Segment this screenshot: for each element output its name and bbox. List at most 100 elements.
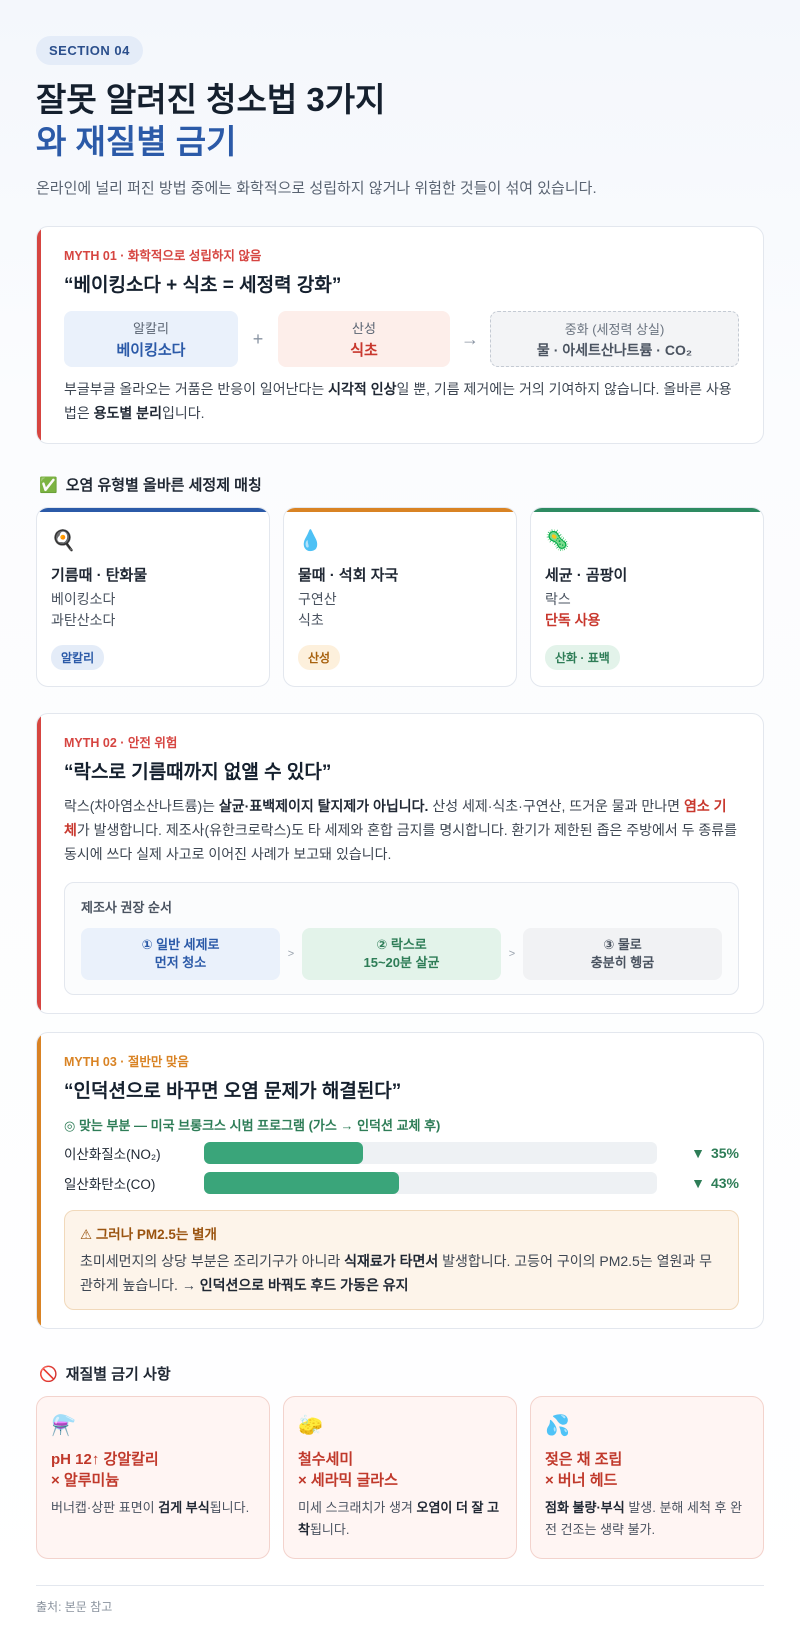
bar-track [204, 1172, 657, 1194]
flow-value: 물 · 아세트산나트륨 · CO₂ [536, 341, 693, 358]
flow-box: 중화 (세정력 상실) 물 · 아세트산나트륨 · CO₂ [490, 311, 739, 367]
materials-grid: ⚗️ pH 12↑ 강알칼리 × 알루미늄 버너캡·상판 표면이 검게 부식됩니다. 🧽… [36, 1396, 764, 1559]
badge: 산화 · 표백 [545, 645, 620, 670]
text-segment: 염소 기체 [64, 798, 727, 838]
icon: 💧 [298, 530, 323, 552]
title-line: 잘못 알려진 청소법 3가지 [36, 81, 386, 118]
text-segment: 락스(차아염소산나트륨)는 [64, 798, 219, 814]
text-segment: 일 뿐, 기름 제거에는 거의 기여하지 않습니다. 올바른 사용법은 [64, 381, 732, 421]
section-pill: SECTION 04 [36, 36, 143, 65]
note: ◎ 맞는 부분 — 미국 브롱크스 시범 프로그램 (가스 → 인덕션 교체 후… [64, 1118, 441, 1133]
text-segment: 점화 불량·부식 [545, 1500, 625, 1515]
subtitle: 온라인에 널리 퍼진 방법 중에는 화학적으로 성립하지 않거나 위험한 것들이… [36, 180, 597, 197]
item: 식초 [298, 612, 324, 628]
bar-label: 일산화탄소(CO) [64, 1177, 156, 1192]
flow-label: 중화 (세정력 상실) [564, 321, 665, 337]
heading-text: 재질별 금기 사항 [65, 1366, 171, 1383]
text-segment: 입니다. [161, 405, 205, 421]
flow-label: 알칼리 [133, 321, 169, 336]
separator: > [287, 948, 295, 960]
icon: 💦 [545, 1415, 570, 1437]
item: 단독 사용 [545, 612, 601, 628]
title-line: 젖은 채 조립 [545, 1451, 623, 1468]
text-segment: 산성 세제·식초·구연산, 뜨거운 물과 만나면 [428, 798, 684, 814]
step-line: ② 락스로 [376, 937, 427, 952]
badge: 알칼리 [51, 645, 105, 670]
myth-card: MYTH 02 · 안전 위험 “락스로 기름때까지 없앨 수 있다” 락스(차… [36, 713, 764, 1014]
value-label: 43% [710, 1175, 739, 1191]
step-line: ① 일반 세제로 [141, 937, 220, 952]
text-segment: 됩니다. [309, 1522, 350, 1537]
title-line: 철수세미 [298, 1451, 354, 1468]
match-card: 💧 물때 · 석회 자국 구연산 식초 산성 [283, 507, 517, 687]
title-line: × 세라믹 글라스 [298, 1472, 398, 1489]
match-card: 🦠 세균 · 곰팡이 락스 단독 사용 산화 · 표백 [530, 507, 764, 687]
text-segment: 미세 스크래치가 생겨 [298, 1500, 417, 1515]
flow-box: 산성 식초 [278, 311, 450, 367]
myth-heading: “베이킹소다 + 식초 = 세정력 강화” [64, 275, 342, 296]
bar-label: 이산화질소(NO₂) [64, 1147, 161, 1162]
section-heading: ✅ 오염 유형별 올바른 세정제 매칭 [39, 474, 764, 495]
divider [36, 1585, 764, 1586]
icon: ⚗️ [51, 1415, 76, 1437]
card-title: 철수세미 × 세라믹 글라스 [298, 1449, 502, 1491]
item: 구연산 [298, 591, 337, 607]
steps-title: 제조사 권장 순서 [81, 900, 172, 915]
text-segment: 부글부글 올라오는 거품은 반응이 일어난다는 [64, 381, 329, 397]
step: ② 락스로 15~20분 살균 [302, 928, 501, 980]
text-segment: 버너캡·상판 표면이 [51, 1500, 159, 1515]
card-title: 젖은 채 조립 × 버너 헤드 [545, 1449, 749, 1491]
card-title: pH 12↑ 강알칼리 × 알루미늄 [51, 1449, 255, 1491]
bar-value: ▼ 35% [657, 1145, 739, 1161]
flow-value: 베이킹소다 [116, 342, 186, 359]
card-body: 미세 스크래치가 생겨 오염이 더 잘 고착됩니다. [298, 1497, 502, 1541]
flow-value: 식초 [350, 342, 378, 359]
myth-heading: “인덕션으로 바꾸면 오염 문제가 해결된다” [64, 1081, 402, 1102]
item: 락스 [545, 591, 571, 607]
text-segment: 오염이 더 잘 고착 [298, 1500, 500, 1537]
title-line: × 버너 헤드 [545, 1472, 618, 1489]
title-line-accent: 와 재질별 금기 [36, 123, 237, 160]
card-title: 기름때 · 탄화물 [51, 567, 148, 584]
warning-body: 초미세먼지의 상당 부분은 조리기구가 아니라 식재료가 타면서 발생합니다. … [80, 1249, 723, 1297]
trend-icon: ▼ [691, 1145, 705, 1161]
bar-row: 이산화질소(NO₂) ▼ 35% [64, 1142, 739, 1164]
card-items: 베이킹소다 과탄산소다 [51, 589, 255, 631]
item: 과탄산소다 [51, 612, 116, 628]
step-line: ③ 물로 [603, 937, 642, 952]
bar-row: 일산화탄소(CO) ▼ 43% [64, 1172, 739, 1194]
bar-value: ▼ 43% [657, 1175, 739, 1191]
trend-icon: ▼ [691, 1175, 705, 1191]
myth-body: 부글부글 올라오는 거품은 반응이 일어난다는 시각적 인상일 뿐, 기름 제거… [64, 377, 739, 425]
operator: + [252, 328, 264, 349]
myth-body: 락스(차아염소산나트륨)는 살균·표백제이지 탈지제가 아닙니다. 산성 세제·… [64, 794, 739, 866]
step-line: 충분히 헹굼 [590, 955, 655, 970]
bars: 이산화질소(NO₂) ▼ 35% 일산화탄소(CO) ▼ 43% [64, 1142, 739, 1194]
myth-card: MYTH 03 · 절반만 맞음 “인덕션으로 바꾸면 오염 문제가 해결된다”… [36, 1032, 764, 1329]
myth-heading: “락스로 기름때까지 없앨 수 있다” [64, 762, 332, 783]
icon: 🦠 [545, 530, 570, 552]
text-segment: 초미세먼지의 상당 부분은 조리기구가 아니라 [80, 1253, 345, 1269]
reaction-flow: 알칼리 베이킹소다 + 산성 식초 → 중화 (세정력 상실) 물 · 아세트산나트륨… [64, 311, 739, 367]
value-label: 35% [710, 1145, 739, 1161]
myth-tag: MYTH 03 · 절반만 맞음 [64, 1055, 189, 1069]
icon: 🚫 [39, 1365, 58, 1383]
card-title: 물때 · 석회 자국 [298, 567, 399, 584]
text-segment: 됩니다. [209, 1500, 250, 1515]
matching-grid: 🍳 기름때 · 탄화물 베이킹소다 과탄산소다 알칼리 💧 물때 · 석회 자국 구연산 식초 산… [36, 507, 764, 687]
card-body: 버너캡·상판 표면이 검게 부식됩니다. [51, 1497, 255, 1519]
bar-track [204, 1142, 657, 1164]
material-card: 💦 젖은 채 조립 × 버너 헤드 점화 불량·부식 발생. 분해 세척 후 완전 건… [530, 1396, 764, 1559]
section-heading: 🚫 재질별 금기 사항 [39, 1363, 764, 1384]
step-line: 먼저 청소 [154, 955, 207, 970]
text-segment: 식재료가 타면서 [344, 1253, 439, 1269]
warning-box: ⚠ 그러나 PM2.5는 별개 초미세먼지의 상당 부분은 조리기구가 아니라 … [64, 1210, 739, 1310]
